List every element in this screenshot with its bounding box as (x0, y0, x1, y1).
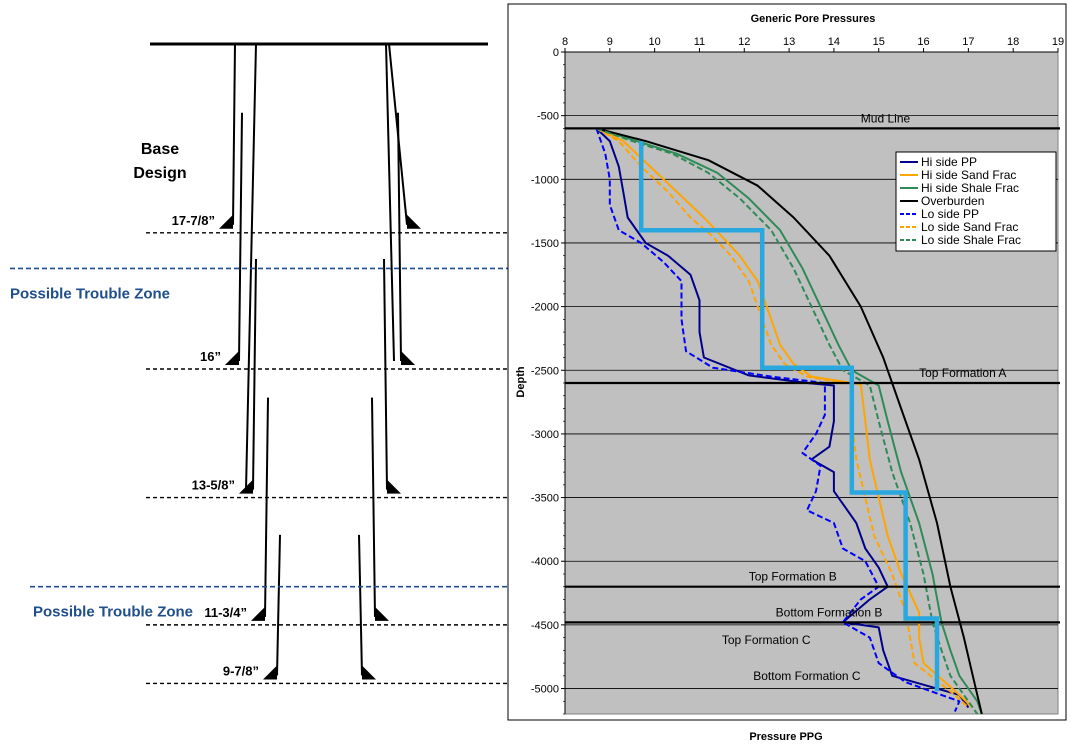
x-tick-label: 16 (917, 36, 929, 48)
y-tick-label: -3500 (531, 493, 559, 505)
x-tick-label: 12 (738, 36, 750, 48)
casing-shoe-left (263, 665, 277, 680)
pore-pressure-chart: 8 9 10 11 12 13 14 15 16 17 18 19 0 -500 -1000 -1500 -2… (507, 3, 1067, 743)
legend-entry: Hi side PP (921, 155, 977, 169)
casing-size-label: 11-3/4” (204, 605, 247, 620)
casing-size-label: 13-5/8” (192, 478, 235, 493)
x-tick-label: 17 (962, 36, 974, 48)
casing-design-path (638, 141, 940, 692)
y-tick-label: -1000 (531, 174, 559, 186)
y-tick-label: -4500 (531, 620, 559, 632)
y-axis-title: Depth (515, 366, 527, 397)
series-line (596, 127, 979, 715)
formation-label: Bottom Formation B (776, 605, 883, 619)
trouble-zone-label: Possible Trouble Zone (33, 604, 193, 621)
y-tick-label: 0 (553, 47, 559, 59)
casing-string-right (358, 534, 363, 676)
y-tick-label: -5000 (531, 684, 559, 696)
trouble-zone-label: Possible Trouble Zone (10, 285, 170, 302)
casing-shoe-left (251, 606, 265, 621)
formation-label: Top Formation A (919, 366, 1006, 380)
x-tick-label: 19 (1052, 36, 1064, 48)
series-line (595, 128, 961, 712)
y-tick-label: -4000 (531, 556, 559, 568)
legend-entry: Overburden (921, 194, 984, 208)
casing-schematic: Base Design 17-7/8” 16” 13-5/8” 11-3/4” 9-7/… (10, 42, 528, 685)
casing-string-left (276, 534, 281, 676)
legend-entry: Hi side Shale Frac (921, 181, 1019, 195)
legend-box (895, 151, 1057, 252)
legend-entry: Lo side Sand Frac (921, 220, 1018, 234)
casing-string-right (383, 258, 388, 490)
casing-shoe-right (362, 665, 376, 680)
y-tick-label: -2500 (531, 365, 559, 377)
casing-string-left (232, 43, 236, 225)
casing-shoe-right (401, 350, 415, 365)
legend-entry: Lo side PP (921, 207, 979, 221)
series-line (596, 127, 983, 715)
x-tick-label: 10 (649, 36, 661, 48)
x-axis-title: Pressure PPG (749, 731, 822, 743)
casing-string-left (245, 43, 257, 490)
y-tick-label: -1500 (531, 238, 559, 250)
y-tick-label: -500 (537, 111, 559, 123)
casing-string-right (385, 43, 395, 362)
base-design-label-line1: Base (141, 141, 179, 158)
legend-entry: Hi side Sand Frac (921, 168, 1016, 182)
formation-annotation: Top Formation C (722, 633, 811, 647)
casing-size-label: 17-7/8” (172, 213, 215, 228)
casing-string-right (371, 397, 376, 617)
x-tick-label: 14 (828, 36, 840, 48)
series-line (596, 127, 983, 715)
x-tick-label: 18 (1007, 36, 1019, 48)
formation-label: Top Formation B (749, 570, 837, 584)
casing-shoe-left (225, 350, 239, 365)
casing-size-label: 16” (200, 349, 221, 364)
x-tick-label: 8 (562, 36, 568, 48)
x-tick-label: 9 (607, 36, 613, 48)
base-design-label-line2: Design (133, 165, 186, 182)
casing-string-left (252, 258, 257, 490)
formation-label: Mud Line (861, 111, 911, 125)
formation-annotation: Bottom Formation C (753, 669, 861, 683)
x-tick-label: 15 (873, 36, 885, 48)
legend-entry: Lo side Shale Frac (921, 233, 1021, 247)
casing-shoe-right (387, 479, 401, 494)
chart-title: Generic Pore Pressures (751, 13, 876, 25)
casing-string-right (397, 112, 402, 362)
casing-size-label: 9-7/8” (223, 663, 259, 678)
x-tick-label: 13 (783, 36, 795, 48)
casing-shoe-left (219, 214, 233, 229)
casing-shoe-right (407, 214, 421, 229)
x-tick-label: 11 (694, 36, 705, 48)
casing-string-left (264, 397, 269, 617)
casing-shoe-right (375, 606, 389, 621)
y-tick-label: -3000 (531, 429, 559, 441)
y-tick-label: -2000 (531, 302, 559, 314)
casing-string-left (238, 112, 243, 362)
